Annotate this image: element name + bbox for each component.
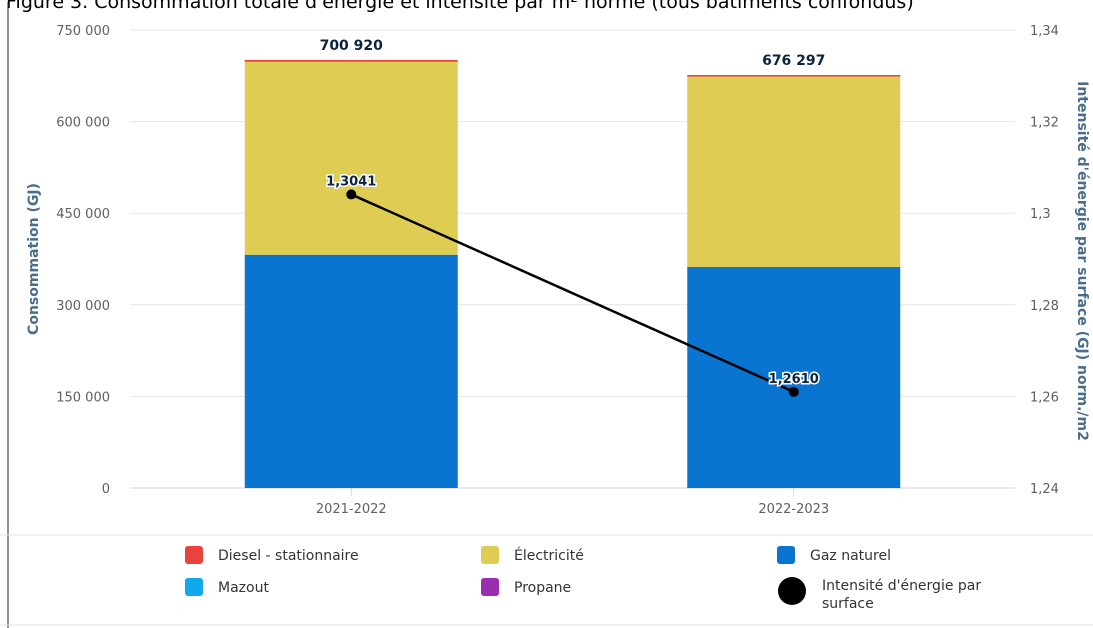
legend-label[interactable]: Diesel - stationnaire xyxy=(218,548,359,564)
y-tick-label: 300 000 xyxy=(56,299,110,314)
legend-marker-intensity[interactable] xyxy=(778,577,806,605)
intensity-line xyxy=(350,193,795,393)
bar-segment[interactable] xyxy=(244,254,458,488)
y-tick-label: 600 000 xyxy=(56,116,110,131)
legend-swatch[interactable] xyxy=(481,578,499,596)
y-right-tick-label: 1,26 xyxy=(1030,390,1059,405)
y-tick-label: 450 000 xyxy=(56,207,110,222)
bar-segment[interactable] xyxy=(687,266,901,488)
legend-swatch[interactable] xyxy=(777,546,795,564)
legend-label[interactable]: Mazout xyxy=(218,580,269,596)
intensity-point-label: 1,3041 xyxy=(326,174,376,189)
y-tick-label: 750 000 xyxy=(56,24,110,39)
y-tick-label: 150 000 xyxy=(56,390,110,405)
y-tick-label: 0 xyxy=(102,482,110,497)
y-right-tick-label: 1,24 xyxy=(1030,482,1059,497)
chart-title: Figure 3. Consommation totale d'énergie … xyxy=(6,0,914,13)
bar-segment[interactable] xyxy=(687,75,901,77)
intensity-point[interactable] xyxy=(788,386,799,397)
bar-total-label: 700 920 xyxy=(320,38,384,54)
y-right-tick-label: 1,34 xyxy=(1030,24,1059,39)
y-right-axis-title: Intensité d'énergie par surface (GJ) nor… xyxy=(1074,81,1090,441)
legend-label[interactable]: Électricité xyxy=(514,547,584,564)
bar-segment[interactable] xyxy=(687,76,901,267)
bar-total-label: 676 297 xyxy=(762,53,825,69)
legend-label-intensity[interactable]: Intensité d'énergie par surface xyxy=(822,578,981,612)
intensity-point[interactable] xyxy=(346,189,357,200)
y-right-tick-label: 1,28 xyxy=(1030,299,1059,314)
legend-swatch[interactable] xyxy=(481,546,499,564)
y-axis-title: Consommation (GJ) xyxy=(26,183,42,335)
legend-swatch[interactable] xyxy=(185,578,203,596)
legend-label[interactable]: Propane xyxy=(514,580,571,596)
y-right-tick-label: 1,32 xyxy=(1030,116,1059,131)
intensity-point-label: 1,2610 xyxy=(769,372,819,387)
bar-segment[interactable] xyxy=(244,61,458,255)
bar-segment[interactable] xyxy=(244,59,458,62)
x-tick-label: 2021-2022 xyxy=(316,502,387,517)
legend-swatch[interactable] xyxy=(185,546,203,564)
y-right-tick-label: 1,3 xyxy=(1030,207,1051,222)
x-tick-label: 2022-2023 xyxy=(758,502,829,517)
legend-label[interactable]: Gaz naturel xyxy=(810,548,891,564)
